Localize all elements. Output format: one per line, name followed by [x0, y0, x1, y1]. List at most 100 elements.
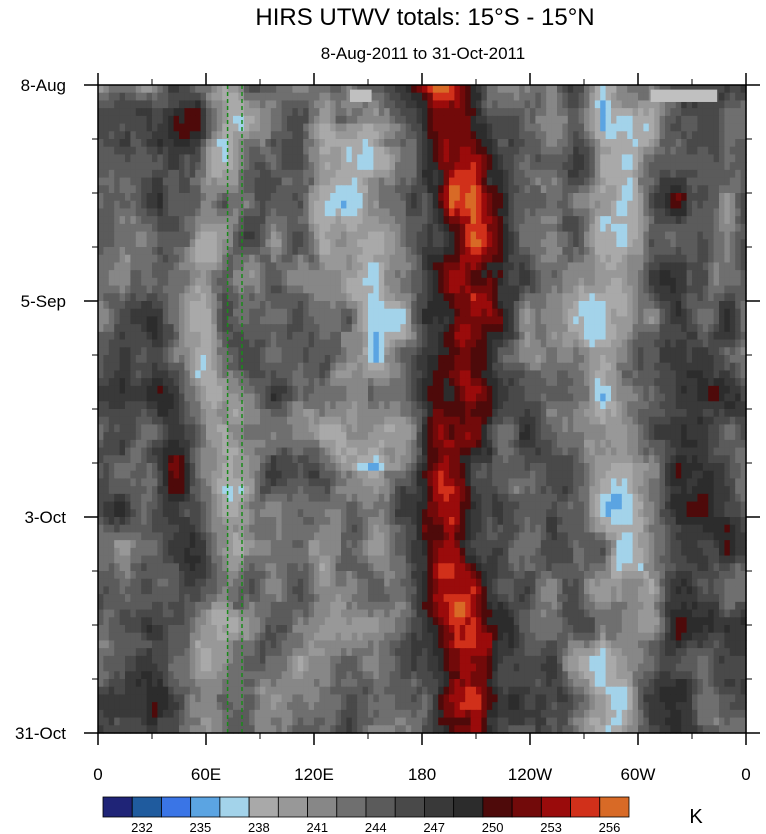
- heatmap-cell: [270, 277, 277, 287]
- heatmap-cell: [546, 100, 553, 109]
- heatmap-cell: [486, 208, 493, 217]
- heatmap-cell: [486, 154, 493, 163]
- heatmap-cell: [708, 247, 715, 256]
- heatmap-cell: [432, 185, 439, 194]
- heatmap-cell: [125, 154, 131, 163]
- heatmap-cell: [692, 301, 698, 310]
- heatmap-cell: [405, 324, 412, 333]
- heatmap-cell: [497, 331, 504, 341]
- heatmap-cell: [600, 316, 607, 325]
- heatmap-cell: [551, 355, 558, 364]
- heatmap-cell: [621, 347, 628, 356]
- heatmap-cell: [713, 301, 720, 310]
- heatmap-cell: [260, 308, 266, 318]
- heatmap-cell: [157, 293, 164, 302]
- heatmap-cell: [103, 239, 110, 248]
- heatmap-cell: [670, 154, 677, 163]
- heatmap-cell: [297, 185, 304, 194]
- heatmap-cell: [605, 270, 612, 279]
- heatmap-cell: [319, 169, 326, 179]
- heatmap-cell: [135, 324, 142, 333]
- heatmap-cell: [362, 154, 369, 163]
- heatmap-cell: [335, 324, 342, 333]
- heatmap-cell: [486, 177, 493, 186]
- heatmap-cell: [627, 146, 634, 156]
- heatmap-cell: [589, 177, 596, 186]
- heatmap-cell: [632, 115, 639, 125]
- heatmap-cell: [654, 293, 661, 302]
- heatmap-cell: [238, 162, 245, 171]
- heatmap-cell: [249, 131, 256, 140]
- heatmap-cell: [530, 362, 536, 372]
- heatmap-cell: [308, 231, 315, 240]
- heatmap-cell: [627, 200, 634, 210]
- heatmap-cell: [611, 223, 617, 233]
- heatmap-cell: [724, 324, 731, 333]
- heatmap-cell: [611, 231, 617, 240]
- heatmap-cell: [389, 108, 396, 117]
- heatmap-cell: [114, 293, 121, 302]
- heatmap-cell: [179, 277, 185, 287]
- heatmap-cell: [206, 331, 212, 341]
- heatmap-cell: [173, 146, 180, 156]
- heatmap-cell: [119, 131, 126, 140]
- heatmap-cell: [243, 115, 250, 125]
- heatmap-cell: [719, 301, 725, 310]
- heatmap-cell: [335, 216, 342, 225]
- heatmap-cell: [173, 223, 180, 233]
- heatmap-cell: [459, 123, 466, 132]
- heatmap-cell: [454, 169, 461, 179]
- heatmap-cell: [638, 169, 644, 179]
- heatmap-cell: [627, 139, 634, 148]
- heatmap-cell: [260, 154, 266, 163]
- heatmap-cell: [335, 339, 342, 348]
- heatmap-cell: [567, 331, 574, 341]
- heatmap-cell: [422, 339, 428, 348]
- heatmap-cell: [605, 254, 612, 264]
- heatmap-cell: [260, 301, 266, 310]
- heatmap-cell: [216, 162, 223, 171]
- heatmap-cell: [584, 308, 590, 318]
- heatmap-cell: [454, 293, 461, 302]
- heatmap-cell: [519, 239, 526, 248]
- heatmap-cell: [670, 193, 677, 202]
- heatmap-cell: [384, 154, 391, 163]
- heatmap-cell: [281, 108, 288, 117]
- heatmap-cell: [540, 131, 547, 140]
- heatmap-cell: [362, 316, 369, 325]
- heatmap-cell: [540, 385, 547, 395]
- heatmap-cell: [389, 139, 396, 148]
- heatmap-cell: [357, 231, 364, 240]
- heatmap-cell: [632, 123, 639, 132]
- heatmap-cell: [341, 355, 347, 364]
- heatmap-cell: [594, 308, 601, 318]
- heatmap-cell: [443, 339, 450, 348]
- heatmap-cell: [249, 139, 256, 148]
- heatmap-cell: [141, 131, 148, 140]
- heatmap-cell: [270, 362, 277, 372]
- heatmap-cell: [168, 123, 175, 132]
- heatmap-cell: [524, 308, 531, 318]
- heatmap-cell: [157, 185, 164, 194]
- heatmap-cell: [692, 331, 698, 341]
- heatmap-cell: [729, 108, 736, 117]
- heatmap-cell: [476, 154, 482, 163]
- heatmap-cell: [681, 370, 688, 379]
- heatmap-cell: [503, 216, 509, 225]
- heatmap-cell: [719, 362, 725, 372]
- heatmap-cell: [184, 277, 191, 287]
- heatmap-cell: [524, 262, 531, 271]
- heatmap-cell: [611, 131, 617, 140]
- heatmap-cell: [249, 108, 256, 117]
- heatmap-cell: [303, 362, 310, 372]
- heatmap-cell: [530, 100, 536, 109]
- heatmap-cell: [503, 254, 509, 264]
- heatmap-cell: [303, 115, 310, 125]
- heatmap-cell: [303, 162, 310, 171]
- heatmap-cell: [189, 331, 196, 341]
- heatmap-cell: [508, 200, 515, 210]
- heatmap-cell: [211, 385, 218, 395]
- heatmap-cell: [454, 385, 461, 395]
- heatmap-cell: [233, 277, 239, 287]
- heatmap-cell: [524, 92, 531, 102]
